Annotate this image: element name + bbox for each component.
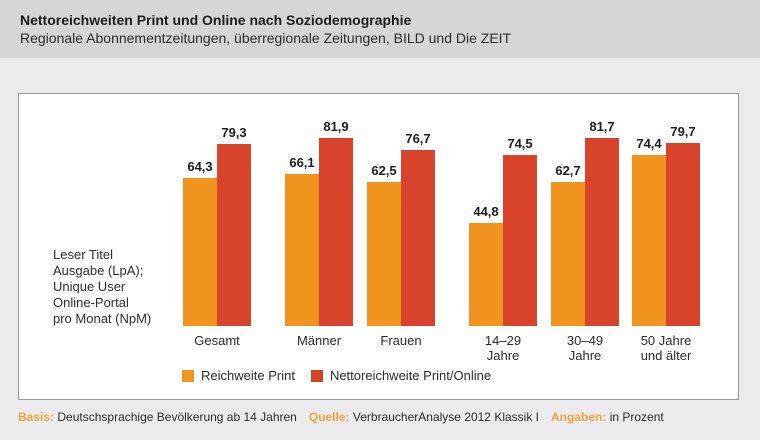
quelle-text: VerbraucherAnalyse 2012 Klassik I bbox=[352, 410, 539, 424]
bar-print-online-4 bbox=[585, 138, 619, 326]
angaben-text: in Prozent bbox=[609, 410, 664, 424]
legend-item-print-online: Nettoreichweite Print/Online bbox=[310, 368, 492, 383]
bar-print-online-5 bbox=[666, 143, 700, 326]
page-title: Nettoreichweiten Print und Online nach S… bbox=[20, 12, 412, 28]
bar-print-online-0 bbox=[217, 144, 251, 326]
bar-print-5 bbox=[632, 155, 666, 326]
angaben-label: Angaben: bbox=[551, 410, 607, 424]
chart-panel: 64,3 79,3 Gesamt 66,1 81,9 Männer 62,5 76,7 Frau… bbox=[18, 93, 739, 400]
bar-value-print-online-3: 74,5 bbox=[507, 136, 533, 151]
legend-swatch-print-online-icon bbox=[310, 369, 323, 382]
category-label-1: Männer bbox=[296, 333, 342, 348]
legend-swatch-print-icon bbox=[182, 369, 194, 382]
bar-value-print-3: 44,8 bbox=[473, 204, 499, 219]
bar-value-print-online-1: 81,9 bbox=[323, 119, 349, 134]
legend-item-print: Reichweite Print bbox=[182, 368, 295, 383]
bar-print-0 bbox=[183, 178, 217, 326]
bar-value-print-online-0: 79,3 bbox=[221, 125, 247, 140]
bar-print-online-2 bbox=[401, 150, 435, 326]
footer-angaben: Angaben: in Prozent bbox=[551, 410, 664, 424]
header: Nettoreichweiten Print und Online nach S… bbox=[0, 0, 760, 58]
bar-value-print-1: 66,1 bbox=[289, 155, 315, 170]
category-label-4: 30–49 Jahre bbox=[566, 333, 604, 363]
legend-label-print: Reichweite Print bbox=[201, 368, 295, 383]
legend-label-print-online: Nettoreichweite Print/Online bbox=[329, 368, 492, 383]
category-label-3: 14–29 Jahre bbox=[484, 333, 522, 363]
main: 64,3 79,3 Gesamt 66,1 81,9 Männer 62,5 76,7 Frau… bbox=[0, 58, 760, 440]
bar-print-4 bbox=[551, 182, 585, 326]
bar-value-print-online-2: 76,7 bbox=[405, 131, 431, 146]
category-label-5: 50 Jahre und älter bbox=[640, 333, 692, 363]
bar-value-print-online-5: 79,7 bbox=[670, 124, 696, 139]
bar-value-print-online-4: 81,7 bbox=[589, 119, 615, 134]
bar-value-print-2: 62,5 bbox=[371, 163, 397, 178]
basis-label: Basis: bbox=[18, 410, 55, 424]
category-label-2: Frauen bbox=[380, 333, 422, 348]
page-subtitle: Regionale Abonnementzeitungen, überregio… bbox=[20, 30, 512, 46]
bar-value-print-5: 74,4 bbox=[636, 136, 662, 151]
measurement-note: Leser Titel Ausgabe (LpA); Unique User O… bbox=[53, 247, 152, 326]
footer-quelle: Quelle: VerbraucherAnalyse 2012 Klassik … bbox=[309, 410, 539, 424]
category-label-0: Gesamt bbox=[194, 333, 240, 348]
bar-value-print-4: 62,7 bbox=[555, 163, 581, 178]
bar-print-online-3 bbox=[503, 155, 537, 326]
footer: Basis: Deutschsprachige Bevölkerung ab 1… bbox=[18, 410, 664, 424]
bar-print-2 bbox=[367, 182, 401, 326]
quelle-label: Quelle: bbox=[308, 410, 350, 424]
legend: Reichweite Print Nettoreichweite Print/O… bbox=[182, 368, 491, 383]
plot-area: 64,3 79,3 Gesamt 66,1 81,9 Männer 62,5 76,7 Frau… bbox=[19, 94, 738, 399]
bar-print-online-1 bbox=[319, 138, 353, 326]
basis-text: Deutschsprachige Bevölkerung ab 14 Jahre… bbox=[57, 410, 297, 424]
bar-print-3 bbox=[469, 223, 503, 326]
footer-basis: Basis: Deutschsprachige Bevölkerung ab 1… bbox=[18, 410, 297, 424]
bar-value-print-0: 64,3 bbox=[187, 159, 213, 174]
bar-print-1 bbox=[285, 174, 319, 326]
